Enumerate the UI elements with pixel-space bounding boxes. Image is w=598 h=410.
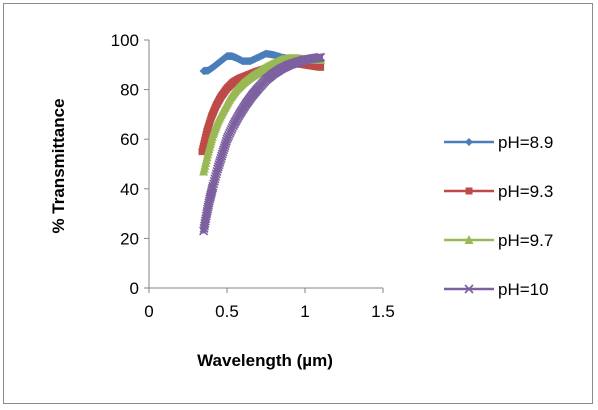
chart-area: 0 20 40 60 80 100 0 0.5 1 1.5 pH=8.9 pH=9.3 pH=9.7 p…	[3, 3, 593, 404]
legend-label: pH=10	[498, 280, 549, 299]
y-tick-label: 20	[120, 229, 139, 248]
x-axis-label: Wavelength (µm)	[197, 351, 333, 370]
legend-item: pH=9.7	[444, 231, 553, 250]
legend-marker	[464, 235, 474, 244]
legend-label: pH=8.9	[498, 133, 553, 152]
legend-item: pH=8.9	[444, 133, 553, 152]
y-tick-label: 40	[120, 180, 139, 199]
y-axis-label: % Transmittance	[49, 98, 68, 233]
x-tick-label: 1	[300, 302, 309, 321]
data-point	[316, 52, 326, 62]
legend: pH=8.9 pH=9.3 pH=9.7 pH=10	[444, 133, 553, 299]
x-tick-label: 0.5	[215, 302, 239, 321]
legend-marker	[465, 187, 473, 195]
legend-label: pH=9.7	[498, 231, 553, 250]
axes: 0 20 40 60 80 100 0 0.5 1 1.5	[111, 31, 395, 321]
x-tick-label: 0	[144, 302, 153, 321]
x-tick-label: 1.5	[371, 302, 395, 321]
legend-label: pH=9.3	[498, 182, 553, 201]
series-4	[199, 52, 326, 236]
legend-item: pH=10	[444, 280, 549, 299]
legend-marker	[464, 284, 474, 294]
y-tick-label: 80	[120, 81, 139, 100]
y-tick-label: 60	[120, 130, 139, 149]
legend-marker	[465, 138, 473, 146]
y-tick-label: 100	[111, 31, 139, 50]
y-tick-label: 0	[130, 279, 139, 298]
legend-item: pH=9.3	[444, 182, 553, 201]
plot-area	[198, 49, 326, 236]
data-point	[317, 63, 325, 71]
